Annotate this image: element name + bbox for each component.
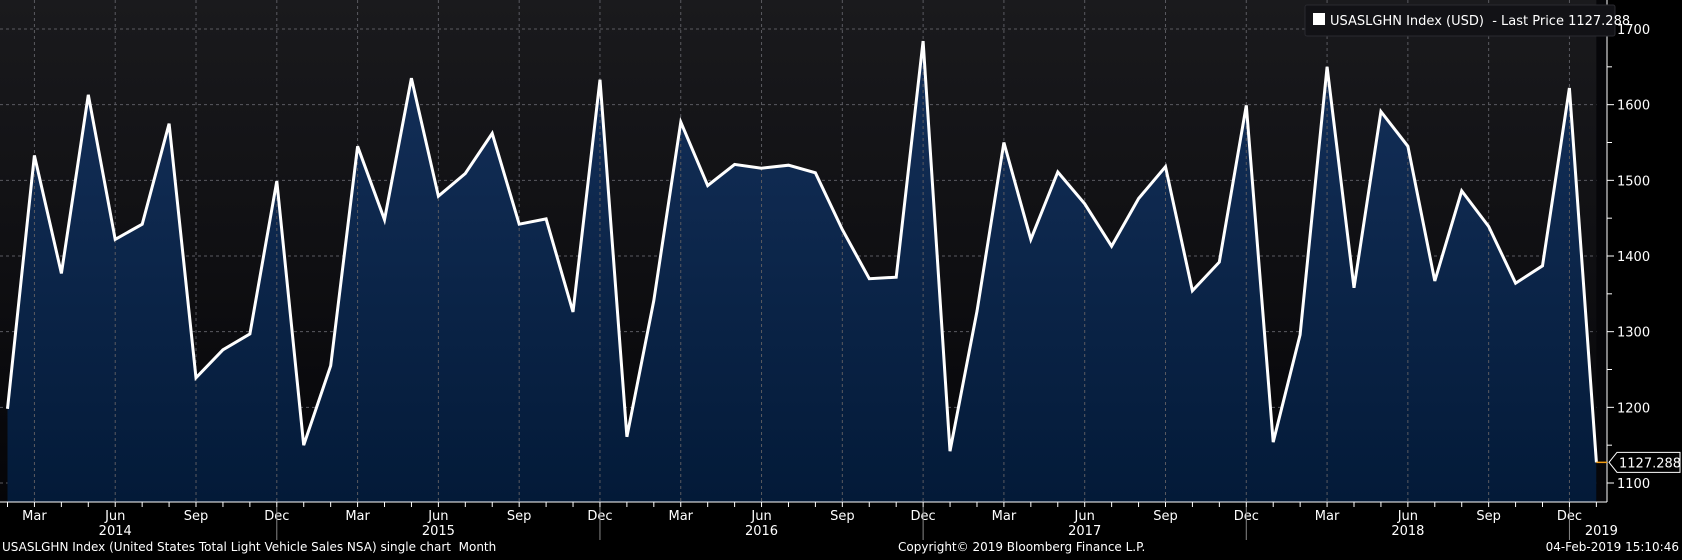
x-tick-label: Jun [427,509,448,524]
legend-swatch [1313,13,1325,25]
x-tick-label: Sep [184,509,209,524]
x-tick-label: Jun [1074,509,1095,524]
last-price-marker: 1127.288 [1596,452,1681,472]
x-tick-label: Jun [104,509,125,524]
year-label: 2017 [1068,524,1101,539]
x-tick-label: Sep [507,509,532,524]
y-tick-label: 1100 [1617,477,1650,492]
y-tick-label: 1500 [1617,174,1650,189]
x-tick-label: Mar [22,509,47,524]
year-label: 2019 [1585,524,1618,539]
year-label: 2014 [99,524,132,539]
year-label: 2015 [422,524,455,539]
y-tick-label: 1400 [1617,250,1650,265]
footer-timestamp: 04-Feb-2019 15:10:46 [1546,540,1679,554]
legend: USASLGHN Index (USD) - Last Price 1127.2… [1305,5,1630,36]
legend-label: USASLGHN Index (USD) - Last Price 1127.2… [1330,14,1630,29]
last-price-label: 1127.288 [1619,456,1681,471]
year-label: 2016 [745,524,778,539]
x-tick-label: Mar [345,509,370,524]
year-label: 2018 [1391,524,1424,539]
y-tick-label: 1600 [1617,99,1650,114]
plot-right-margin [1596,0,1607,502]
x-tick-label: Mar [668,509,693,524]
x-tick-label: Jun [1397,509,1418,524]
x-tick-label: Jun [750,509,771,524]
x-tick-label: Sep [1153,509,1178,524]
y-tick-label: 1200 [1617,401,1650,416]
x-tick-label: Mar [992,509,1017,524]
x-tick-label: Mar [1315,509,1340,524]
x-tick-label: Sep [830,509,855,524]
footer-description: USASLGHN Index (United States Total Ligh… [2,540,496,554]
x-tick-label: Sep [1476,509,1501,524]
y-tick-label: 1300 [1617,326,1650,341]
footer-copyright: Copyright© 2019 Bloomberg Finance L.P. [898,540,1145,554]
